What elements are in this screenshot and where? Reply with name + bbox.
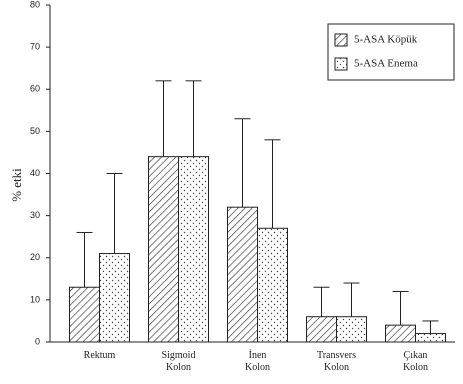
x-tick-label: Sigmoid Kolon [161,350,196,373]
y-axis-label: % etki [9,168,24,202]
x-tick-label: Rektum [83,350,116,361]
y-tick-label: 20 [30,252,40,262]
bar [99,253,130,343]
y-tick-label: 10 [30,294,40,304]
legend-swatch [334,57,348,71]
bar [227,206,258,343]
y-tick-label: 70 [30,42,40,52]
x-tick-label: Çıkan Kolon [403,350,428,373]
bar [257,227,288,343]
bar [385,324,416,343]
y-tick-label: 50 [30,126,40,136]
x-tick-label: İnen Kolon [245,350,270,373]
y-tick-label: 40 [30,168,40,178]
y-tick-label: 0 [35,336,40,346]
x-tick-label: Transvers Kolon [316,350,357,373]
bar [69,286,100,343]
bar [306,316,337,343]
bar [178,156,209,343]
legend-label: 5-ASA Köpük [354,34,418,46]
legend-swatch [334,33,348,47]
bar [336,316,367,343]
y-tick-label: 30 [30,210,40,220]
y-tick-label: 80 [30,0,40,9]
legend [327,23,455,81]
bar [415,333,446,343]
legend-label: 5-ASA Enema [354,58,418,70]
bar [148,156,179,343]
y-tick-label: 60 [30,84,40,94]
